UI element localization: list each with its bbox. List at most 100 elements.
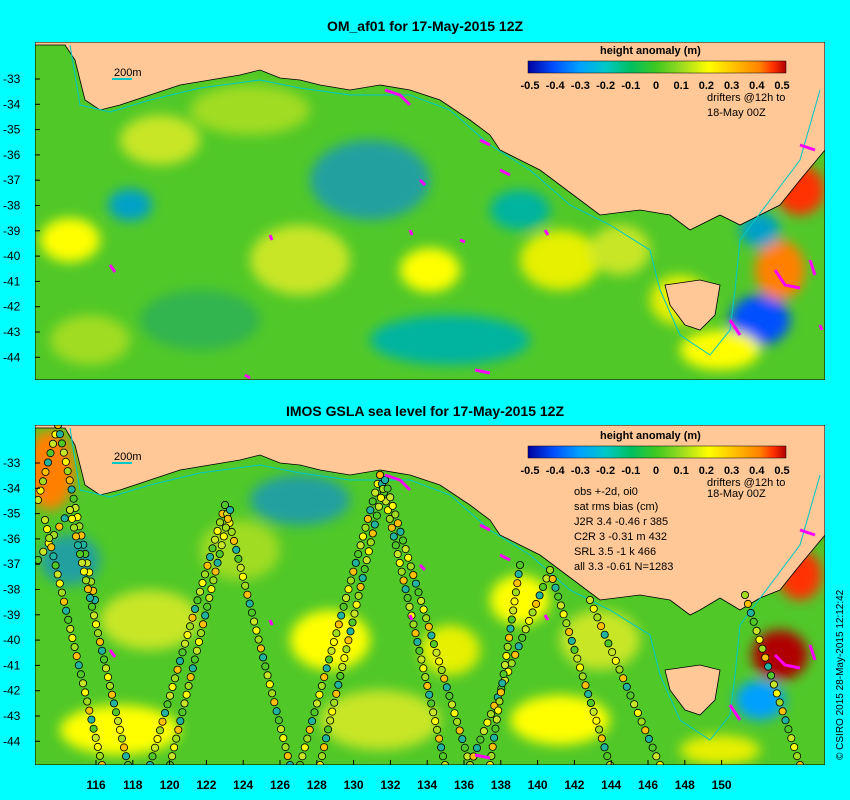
track-obs-marker [176,717,185,726]
track-obs-marker [110,699,119,708]
y-tick-label: -37 [3,557,21,571]
track-obs-marker [243,590,252,599]
track-obs-marker [93,742,102,751]
panel-title-bottom: IMOS GSLA sea level for 17-May-2015 12Z [285,403,565,419]
colorbar-tick-label: -0.1 [621,465,640,477]
track-obs-marker [793,752,802,761]
track-obs-marker [203,561,212,570]
track-obs-marker [371,488,380,497]
track-obs-marker [316,761,324,765]
track-obs-marker [548,574,557,583]
track-obs-marker [752,626,761,635]
track-obs-marker [492,715,501,724]
track-obs-marker [168,683,177,692]
track-obs-marker [447,700,456,709]
track-obs-marker [78,558,87,567]
track-obs-marker [320,673,329,682]
track-obs-marker [305,725,314,734]
drifter-note-line1-bottom: drifters @12h to [707,477,785,489]
drifter-note-line2-bottom: 18-May 00Z [707,488,766,500]
track-obs-marker [168,752,177,761]
track-obs-marker [185,622,194,631]
track-obs-marker [190,605,199,614]
track-obs-marker [173,665,182,674]
track-obs-marker [414,588,423,597]
x-tick-label: 118 [123,778,143,792]
track-obs-marker [46,449,55,458]
track-obs-marker [198,579,207,588]
track-obs-marker [90,611,99,620]
track-obs-marker [225,505,234,514]
track-obs-marker [352,600,361,609]
track-obs-marker [648,743,657,752]
track-obs-marker [391,510,400,519]
track-obs-marker [276,725,285,734]
track-obs-marker [153,735,162,744]
track-obs-marker [597,622,606,631]
track-obs-marker [241,581,250,590]
track-obs-marker [310,708,319,717]
track-obs-marker [217,541,226,550]
track-obs-marker [528,608,537,617]
track-obs-marker [259,653,268,662]
track-obs-marker [437,666,446,675]
track-obs-marker [656,761,664,765]
isobath-200m-bottom [69,427,821,741]
track-obs-marker [68,514,77,523]
track-obs-marker [82,576,91,585]
track-obs-marker [460,743,469,752]
track-obs-marker [180,639,189,648]
tasmania-bottom [664,664,721,716]
track-obs-marker [43,525,52,534]
y-tick-label: -39 [3,224,21,238]
track-obs-marker [102,664,111,673]
track-obs-marker [315,690,324,699]
track-obs-marker [265,680,274,689]
australia-land-top [35,42,825,231]
x-tick-label: 120 [160,778,180,792]
colorbar-tick-label: 0 [653,80,659,92]
track-obs-marker [274,716,283,725]
colorbar-tick-label: -0.1 [621,80,640,92]
track-obs-marker [286,761,294,765]
track-obs-marker [53,570,62,579]
track-obs-marker [746,608,755,617]
satellite-tracks [35,425,804,765]
track-obs-marker [376,493,385,502]
track-obs-marker [45,534,54,543]
track-obs-marker [41,516,50,525]
track-obs-marker [755,635,764,644]
track-obs-marker [796,761,804,765]
x-tick-label: 146 [638,778,658,792]
track-obs-marker [35,496,42,504]
track-obs-marker [232,545,241,554]
x-tick-label: 138 [491,778,511,792]
track-obs-marker [330,698,339,707]
track-obs-marker [397,567,406,576]
track-obs-marker [441,761,449,765]
map-panel-bottom: 200m height anomaly (m) -0.5 -0.4 -0.3 -0.2… [3,425,825,792]
track-obs-marker [336,671,345,680]
track-obs-marker [349,567,358,576]
track-obs-marker [516,561,525,570]
track-obs-marker [172,734,181,743]
track-obs-marker [546,566,555,575]
drifters-top [108,88,824,380]
track-obs-marker [49,439,58,448]
track-obs-marker [427,631,436,640]
track-obs-marker [186,673,195,682]
track-obs-marker [393,550,402,559]
track-obs-marker [261,662,270,671]
track-obs-marker [188,664,197,673]
x-tick-label: 130 [344,778,364,792]
track-obs-marker [413,638,422,647]
track-obs-marker [339,602,348,611]
track-obs-marker [532,599,541,608]
australia-land-bottom [35,425,825,616]
track-obs-marker [778,707,787,716]
track-obs-marker [775,698,784,707]
track-obs-marker [764,662,773,671]
track-obs-marker [570,645,579,654]
track-obs-marker [554,592,563,601]
track-obs-marker [344,585,353,594]
